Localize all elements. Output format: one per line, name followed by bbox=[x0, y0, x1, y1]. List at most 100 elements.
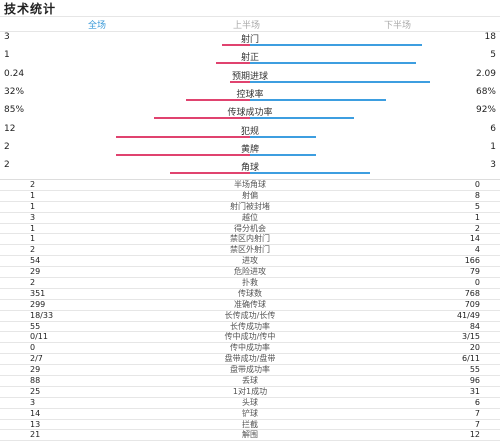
table-row: 21 解围 12 bbox=[0, 430, 500, 441]
home-value: 3 bbox=[30, 212, 36, 222]
home-value: 3 bbox=[30, 397, 36, 407]
away-value: 7 bbox=[474, 419, 480, 429]
away-value: 2.09 bbox=[475, 68, 496, 79]
home-value: 1 bbox=[4, 50, 10, 61]
home-value: 25 bbox=[30, 386, 41, 396]
table-row: 54 进攻 166 bbox=[0, 256, 500, 268]
stat-label: 解围 bbox=[242, 430, 258, 440]
away-bar bbox=[250, 44, 422, 46]
stat-label: 危险进攻 bbox=[234, 267, 266, 277]
stat-label: 传中成功率 bbox=[230, 343, 270, 353]
stat-label: 半场角球 bbox=[234, 180, 266, 189]
home-value: 13 bbox=[30, 419, 41, 429]
away-bar bbox=[250, 117, 354, 120]
away-bar bbox=[250, 153, 316, 156]
home-value: 12 bbox=[4, 123, 16, 134]
away-value: 2 bbox=[474, 223, 480, 233]
stat-label: 禁区外射门 bbox=[230, 245, 270, 255]
bar-stat-row: 32% 控球率 68% bbox=[0, 87, 500, 111]
home-value: 2 bbox=[30, 278, 36, 288]
stat-label: 拦截 bbox=[242, 419, 258, 429]
away-value: 709 bbox=[464, 299, 480, 309]
stat-label: 盘带成功/盘带 bbox=[224, 354, 276, 364]
stat-label: 扑救 bbox=[242, 278, 258, 288]
table-row: 3 头球 6 bbox=[0, 398, 500, 409]
away-value: 0 bbox=[474, 180, 480, 189]
table-row: 2 扑救 0 bbox=[0, 278, 500, 289]
away-value: 12 bbox=[469, 430, 480, 440]
table-row: 1 射偏 8 bbox=[0, 191, 500, 202]
stat-label: 长传成功/长传 bbox=[224, 310, 276, 320]
stat-label: 控球率 bbox=[236, 89, 264, 100]
home-value: 351 bbox=[30, 288, 46, 298]
away-bar bbox=[250, 135, 316, 138]
table-row: 29 危险进攻 79 bbox=[0, 267, 500, 279]
stat-label: 传中成功/传中 bbox=[224, 332, 276, 342]
away-value: 41/49 bbox=[456, 310, 480, 320]
away-value: 92% bbox=[475, 105, 496, 116]
tab-second-half[interactable]: 下半场 bbox=[384, 21, 412, 31]
away-value: 0 bbox=[474, 278, 480, 288]
table-row: 2 半场角球 0 bbox=[0, 180, 500, 191]
away-value: 68% bbox=[475, 86, 496, 97]
away-value: 31 bbox=[469, 386, 480, 396]
home-value: 32% bbox=[4, 86, 25, 97]
table-row: 351 传球数 768 bbox=[0, 289, 500, 300]
home-value: 2 bbox=[4, 160, 10, 171]
tab-full-match[interactable]: 全场 bbox=[88, 21, 107, 31]
table-row: 2 禁区外射门 4 bbox=[0, 245, 500, 257]
home-value: 2 bbox=[4, 141, 10, 152]
home-value: 55 bbox=[30, 321, 41, 331]
table-row: 18/33 长传成功/长传 41/49 bbox=[0, 311, 500, 322]
stat-label: 长传成功率 bbox=[230, 321, 270, 331]
table-row: 1 禁区内射门 14 bbox=[0, 234, 500, 246]
period-tabs: 全场 上半场 下半场 bbox=[0, 16, 500, 32]
stat-label: 1对1成功 bbox=[232, 386, 268, 396]
away-value: 3/15 bbox=[462, 332, 480, 342]
stat-label: 角球 bbox=[240, 163, 259, 174]
stat-label: 预期进球 bbox=[231, 71, 268, 82]
home-bar bbox=[154, 117, 250, 120]
table-row: 55 长传成功率 84 bbox=[0, 322, 500, 333]
away-bar bbox=[250, 62, 416, 65]
home-value: 14 bbox=[30, 408, 41, 418]
stat-label: 越位 bbox=[242, 212, 258, 222]
stat-label: 丢球 bbox=[242, 376, 258, 386]
bar-stat-row: 2 角球 3 bbox=[0, 160, 500, 184]
home-value: 18/33 bbox=[30, 310, 54, 320]
stat-label: 头球 bbox=[242, 397, 258, 407]
home-value: 2 bbox=[30, 180, 36, 189]
stat-label: 进攻 bbox=[242, 256, 258, 266]
bar-stat-row: 2 黄牌 1 bbox=[0, 142, 500, 166]
home-value: 0/11 bbox=[30, 332, 48, 342]
home-bar bbox=[116, 153, 250, 156]
away-value: 166 bbox=[464, 256, 480, 266]
table-row: 0/11 传中成功/传中 3/15 bbox=[0, 332, 500, 344]
bar-stat-row: 85% 传球成功率 92% bbox=[0, 105, 500, 129]
stat-label: 传球成功率 bbox=[227, 108, 273, 119]
table-row: 25 1对1成功 31 bbox=[0, 387, 500, 398]
home-value: 85% bbox=[4, 105, 25, 116]
away-value: 6 bbox=[490, 123, 496, 134]
table-row: 29 盘带成功率 55 bbox=[0, 365, 500, 377]
stats-table: 2 半场角球 0 1 射偏 8 1 射门被封堵 5 3 越位 1 1 得分机会 2 1 禁区内射门 14 2 禁区外射… bbox=[0, 179, 500, 441]
home-value: 1 bbox=[30, 234, 36, 244]
bar-stat-row: 0.24 预期进球 2.09 bbox=[0, 69, 500, 93]
home-value: 21 bbox=[30, 430, 41, 440]
home-value: 0.24 bbox=[4, 68, 25, 79]
stat-label: 传球数 bbox=[238, 288, 262, 298]
stat-label: 犯规 bbox=[240, 126, 259, 137]
bar-stat-row: 12 犯规 6 bbox=[0, 124, 500, 148]
away-value: 4 bbox=[474, 245, 480, 255]
away-value: 1 bbox=[474, 212, 480, 222]
away-bar bbox=[250, 98, 386, 101]
away-bar bbox=[250, 80, 430, 83]
away-value: 6/11 bbox=[462, 354, 480, 364]
away-bar bbox=[250, 172, 370, 175]
tab-first-half[interactable]: 上半场 bbox=[233, 21, 261, 31]
away-value: 79 bbox=[469, 267, 480, 277]
stat-label: 铲球 bbox=[242, 408, 258, 418]
bar-stat-row: 3 射门 18 bbox=[0, 32, 500, 56]
away-value: 8 bbox=[474, 190, 480, 200]
stat-label: 射偏 bbox=[242, 190, 258, 200]
